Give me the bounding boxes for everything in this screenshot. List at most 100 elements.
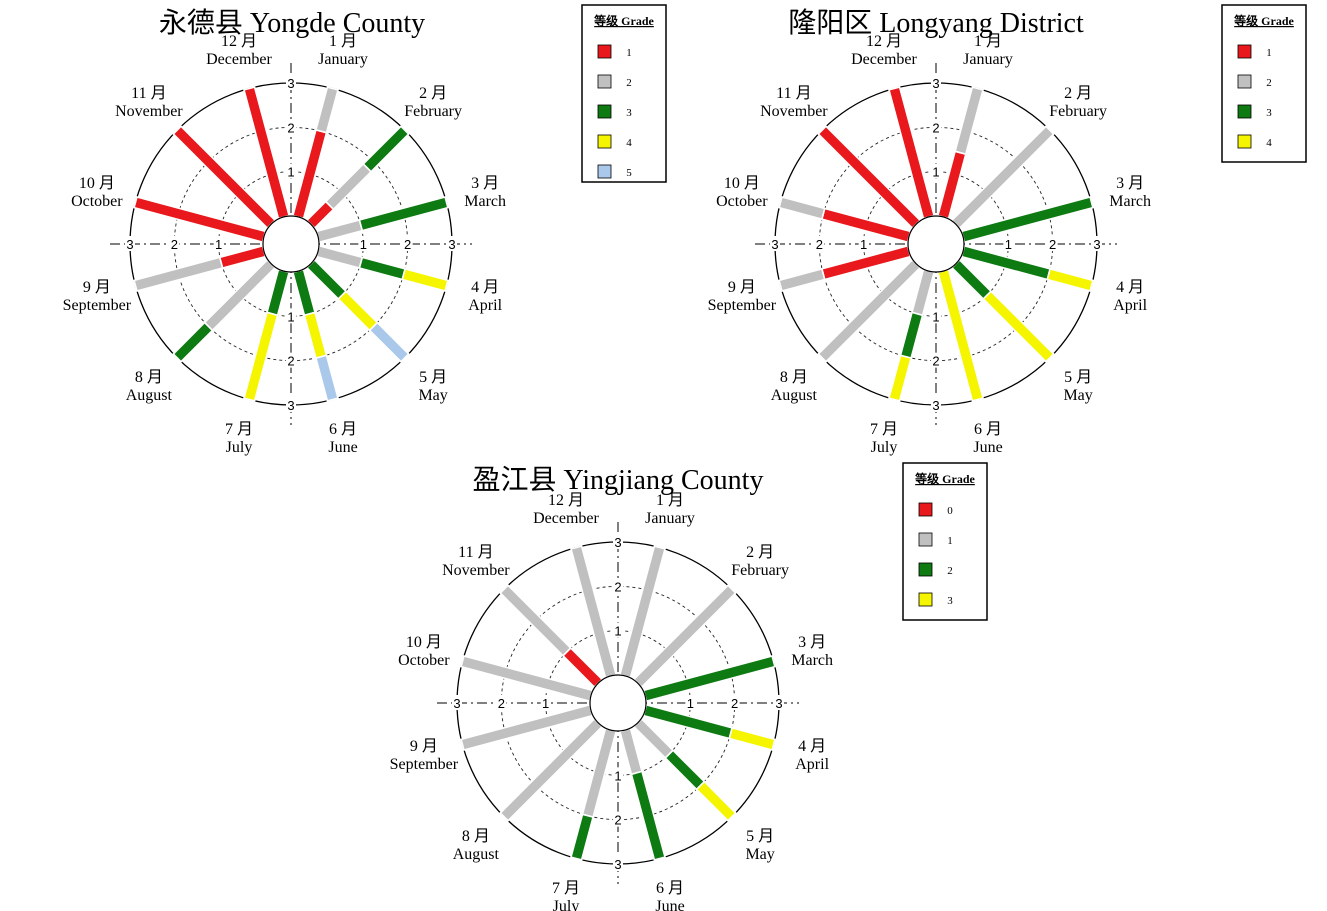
- month-label-cn: 1 月: [656, 492, 684, 509]
- tick-label: 1: [287, 165, 294, 180]
- tick-label-bg: [402, 236, 413, 251]
- month-label-en: March: [1109, 193, 1151, 210]
- legend-label: 2: [947, 565, 953, 577]
- tick-label: 2: [404, 237, 411, 252]
- bar-january-grade-2: [954, 86, 984, 156]
- bar-april-grade-3: [728, 726, 776, 751]
- month-label-en: July: [871, 439, 898, 456]
- month-label-en: May: [418, 387, 447, 404]
- bar-march-grade-2: [315, 219, 364, 244]
- month-label-cn: 3 月: [798, 634, 826, 651]
- month-label-cn: 6 月: [656, 880, 684, 897]
- tick-label: 3: [932, 398, 939, 413]
- month-label-en: August: [453, 846, 500, 863]
- month-label-cn: 5 月: [746, 828, 774, 845]
- month-label-cn: 10 月: [406, 634, 442, 651]
- bar-january-grade-2: [314, 86, 339, 134]
- month-label-en: September: [390, 756, 459, 773]
- bar-june-grade-2: [630, 770, 666, 861]
- month-label-cn: 12 月: [221, 33, 257, 50]
- legend: 等级 Grade 0 1 2 3: [902, 462, 988, 621]
- bar-july-grade-2: [570, 813, 595, 861]
- legend-swatch: [597, 134, 612, 149]
- legend-label: 3: [947, 595, 953, 607]
- bar-may-grade-3: [305, 258, 348, 301]
- tick-label: 3: [614, 857, 621, 872]
- bar-june-grade-4: [303, 311, 328, 360]
- legend-swatch: [918, 502, 933, 517]
- tick-label: 1: [614, 624, 621, 639]
- tick-label: 2: [932, 120, 939, 135]
- tick-label: 1: [287, 309, 294, 324]
- tick-label-bg: [770, 236, 780, 251]
- tick-label-bg: [931, 308, 941, 324]
- month-label-en: October: [398, 652, 450, 669]
- tick-label-bg: [286, 163, 296, 179]
- month-label-en: January: [318, 51, 368, 68]
- rose-chart-3: 盈江县 Yingjiang County 1 1 1 1 2 2 2 2 3 3 3 3 1 月Janua…: [390, 462, 988, 911]
- month-label-en: October: [716, 193, 768, 210]
- month-label-en: April: [1113, 297, 1147, 314]
- bar-april-grade-4: [401, 267, 449, 292]
- month-label-en: June: [973, 439, 1002, 456]
- month-label-en: May: [745, 846, 774, 863]
- month-label-cn: 4 月: [471, 279, 499, 296]
- bar-july-grade-3: [266, 268, 291, 317]
- legend-label: 2: [1266, 77, 1272, 89]
- month-label-cn: 7 月: [870, 421, 898, 438]
- center-hole: [262, 215, 320, 273]
- tick-label: 1: [932, 309, 939, 324]
- tick-label: 2: [614, 813, 621, 828]
- bar-january-grade-1: [936, 150, 967, 220]
- bar-april-grade-2: [315, 244, 364, 269]
- tick-label: 3: [453, 696, 460, 711]
- tick-label-bg: [613, 622, 623, 638]
- month-label-cn: 12 月: [548, 492, 584, 509]
- tick-label: 2: [287, 120, 294, 135]
- chart-title: 永德县 Yongde County: [159, 7, 425, 39]
- tick-label-bg: [286, 397, 296, 412]
- month-label-cn: 11 月: [131, 85, 166, 102]
- tick-label-bg: [496, 695, 507, 710]
- month-label-en: August: [126, 387, 173, 404]
- bar-september-grade-2: [778, 267, 826, 292]
- tick-label-bg: [814, 236, 825, 251]
- month-label-cn: 7 月: [552, 880, 580, 897]
- month-label-en: September: [708, 297, 777, 314]
- month-label-en: April: [468, 297, 502, 314]
- bar-april-grade-3: [358, 256, 407, 281]
- bar-may-grade-1: [632, 717, 675, 760]
- tick-label-bg: [452, 695, 462, 710]
- month-label-en: February: [731, 562, 789, 579]
- tick-label: 3: [932, 76, 939, 91]
- legend-swatch: [1237, 74, 1252, 89]
- tick-label-bg: [286, 75, 296, 90]
- month-label-en: March: [464, 193, 506, 210]
- tick-label-bg: [931, 352, 941, 368]
- month-label-en: January: [645, 510, 695, 527]
- chart-title: 盈江县 Yingjiang County: [473, 464, 764, 496]
- legend-label: 3: [626, 107, 632, 119]
- month-label-cn: 3 月: [471, 175, 499, 192]
- chart-title: 隆阳区 Longyang District: [788, 7, 1084, 39]
- legend-label: 3: [1266, 107, 1272, 119]
- month-label-cn: 5 月: [1064, 369, 1092, 386]
- month-label-en: June: [328, 439, 357, 456]
- bar-november-grade-1: [499, 584, 572, 657]
- legend-label: 1: [1266, 47, 1272, 59]
- bar-july-grade-4: [888, 354, 913, 402]
- month-label-cn: 4 月: [1116, 279, 1144, 296]
- legend-swatch: [597, 104, 612, 119]
- month-label-en: April: [795, 756, 829, 773]
- tick-label-bg: [685, 695, 696, 710]
- tick-label-bg: [540, 695, 551, 710]
- legend-label: 0: [947, 505, 953, 517]
- tick-label-bg: [931, 397, 941, 412]
- month-label-en: January: [963, 51, 1013, 68]
- tick-label-bg: [729, 695, 740, 710]
- legend-box: [902, 462, 988, 621]
- bar-march-grade-3: [358, 196, 449, 232]
- month-label-en: November: [115, 103, 183, 120]
- bar-february-grade-3: [362, 125, 410, 173]
- tick-label: 1: [687, 696, 694, 711]
